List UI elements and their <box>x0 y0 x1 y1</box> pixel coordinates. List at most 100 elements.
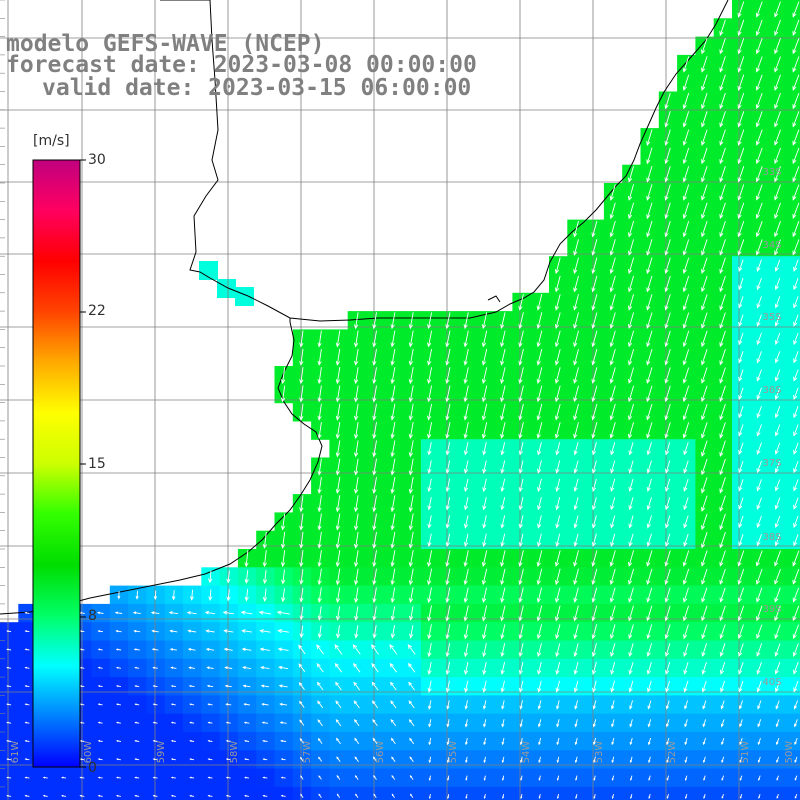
wind-arrow <box>666 756 670 764</box>
wind-arrow <box>591 275 598 293</box>
wind-arrow <box>259 647 271 652</box>
wind-arrow <box>170 739 176 742</box>
wind-arrow <box>756 314 762 327</box>
wind-arrow <box>739 794 743 799</box>
wind-arrow <box>354 606 359 621</box>
wind-arrow <box>683 515 689 529</box>
wind-arrow <box>627 312 635 329</box>
wind-arrow <box>500 312 506 330</box>
wind-arrow <box>755 1 763 18</box>
wind-arrow <box>792 605 800 622</box>
wind-arrow <box>719 367 726 384</box>
wind-arrow <box>738 515 744 529</box>
wind-arrow <box>646 275 653 293</box>
wind-arrow <box>536 330 543 348</box>
wind-arrow <box>260 684 270 688</box>
wind-arrow <box>317 422 322 440</box>
wind-arrow <box>446 719 450 728</box>
wind-arrow <box>390 440 396 458</box>
wind-arrow <box>97 794 103 797</box>
wind-arrow <box>664 92 671 110</box>
wind-arrow <box>664 275 671 293</box>
wind-arrow <box>115 629 122 633</box>
wind-arrow <box>665 719 670 728</box>
wind-arrow <box>116 794 121 797</box>
wind-arrow <box>593 737 597 746</box>
wind-arrow <box>793 259 799 272</box>
wind-arrow <box>774 550 781 567</box>
wind-arrow <box>591 460 597 474</box>
wind-arrow <box>427 385 433 403</box>
wind-arrow <box>573 239 579 256</box>
wind-arrow <box>719 532 726 549</box>
wind-arrow <box>774 515 781 529</box>
wind-arrow <box>372 625 377 639</box>
wind-arrow <box>792 568 800 585</box>
wind-arrow <box>536 385 543 403</box>
wind-arrow <box>24 648 30 651</box>
wind-speed-cell <box>237 786 257 800</box>
wind-arrow <box>538 793 541 800</box>
wind-arrow <box>737 74 745 91</box>
wind-arrow <box>665 680 671 693</box>
wind-arrow <box>682 74 690 91</box>
wind-arrow <box>794 719 798 728</box>
wind-arrow <box>409 737 415 745</box>
wind-arrow <box>408 422 414 440</box>
wind-arrow <box>609 202 616 220</box>
wind-arrow <box>701 403 708 421</box>
wind-arrow <box>665 442 671 456</box>
wind-arrow <box>555 587 561 603</box>
wind-arrow <box>372 385 377 403</box>
wind-arrow <box>241 629 252 633</box>
wind-arrow <box>390 606 396 621</box>
wind-arrow <box>445 403 451 421</box>
wind-arrow <box>500 496 506 511</box>
wind-arrow <box>318 775 322 780</box>
longitude-label: 55W <box>448 741 459 764</box>
wind-arrow <box>427 515 432 529</box>
wind-arrow <box>630 775 633 781</box>
wind-arrow <box>646 533 652 547</box>
wind-arrow <box>317 458 322 476</box>
wind-arrow <box>719 422 726 439</box>
wind-arrow <box>207 739 213 742</box>
wind-speed-cell <box>54 786 74 800</box>
wind-arrow <box>352 644 361 655</box>
colorbar-tick-label: 15 <box>88 456 106 472</box>
wind-arrow <box>611 756 615 764</box>
wind-arrow <box>701 643 708 657</box>
wind-arrow <box>445 478 451 493</box>
wind-arrow <box>168 611 178 615</box>
wind-arrow <box>262 531 267 549</box>
wind-arrow <box>390 458 396 476</box>
wind-arrow <box>482 643 487 658</box>
wind-arrow <box>682 56 690 73</box>
wind-arrow <box>701 624 708 640</box>
wind-speed-cell <box>786 311 800 330</box>
wind-speed-cell <box>786 146 800 166</box>
wind-arrow <box>408 513 414 531</box>
wind-arrow <box>170 758 176 761</box>
wind-arrow <box>646 624 653 640</box>
wind-arrow <box>774 111 781 128</box>
wind-arrow <box>629 756 633 764</box>
wind-arrow <box>427 568 433 586</box>
colorbar-tick-label: 22 <box>88 303 106 319</box>
wind-arrow <box>24 630 30 633</box>
wind-arrow <box>446 756 450 764</box>
wind-speed-cell <box>201 786 221 800</box>
wind-arrow <box>226 589 231 602</box>
wind-arrow <box>97 703 103 706</box>
wind-arrow <box>336 756 341 762</box>
wind-speed-cell <box>786 256 800 276</box>
wind-arrow <box>371 644 379 655</box>
wind-arrow <box>665 515 671 529</box>
wind-arrow <box>390 531 396 549</box>
wind-arrow <box>518 385 524 403</box>
wind-arrow <box>792 239 800 256</box>
wind-arrow <box>445 515 451 529</box>
wind-arrow <box>793 387 799 400</box>
wind-arrow <box>792 38 800 55</box>
